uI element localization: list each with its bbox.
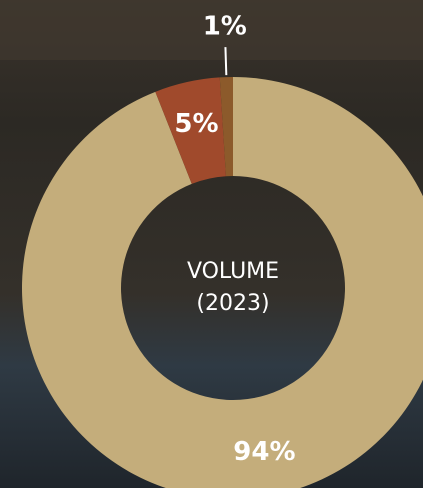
value-label: 5% <box>174 109 218 139</box>
center-label: VOLUME <box>187 259 279 284</box>
page: VOLUME (2023) 94%5%1% (() => { const dat… <box>0 0 423 488</box>
value-label: 1% <box>203 12 247 42</box>
center-label: (2023) <box>196 291 269 316</box>
chart: VOLUME (2023) 94% 5% 1% <box>0 0 423 488</box>
value-label: 94% <box>233 437 295 467</box>
leader-line <box>225 47 226 75</box>
